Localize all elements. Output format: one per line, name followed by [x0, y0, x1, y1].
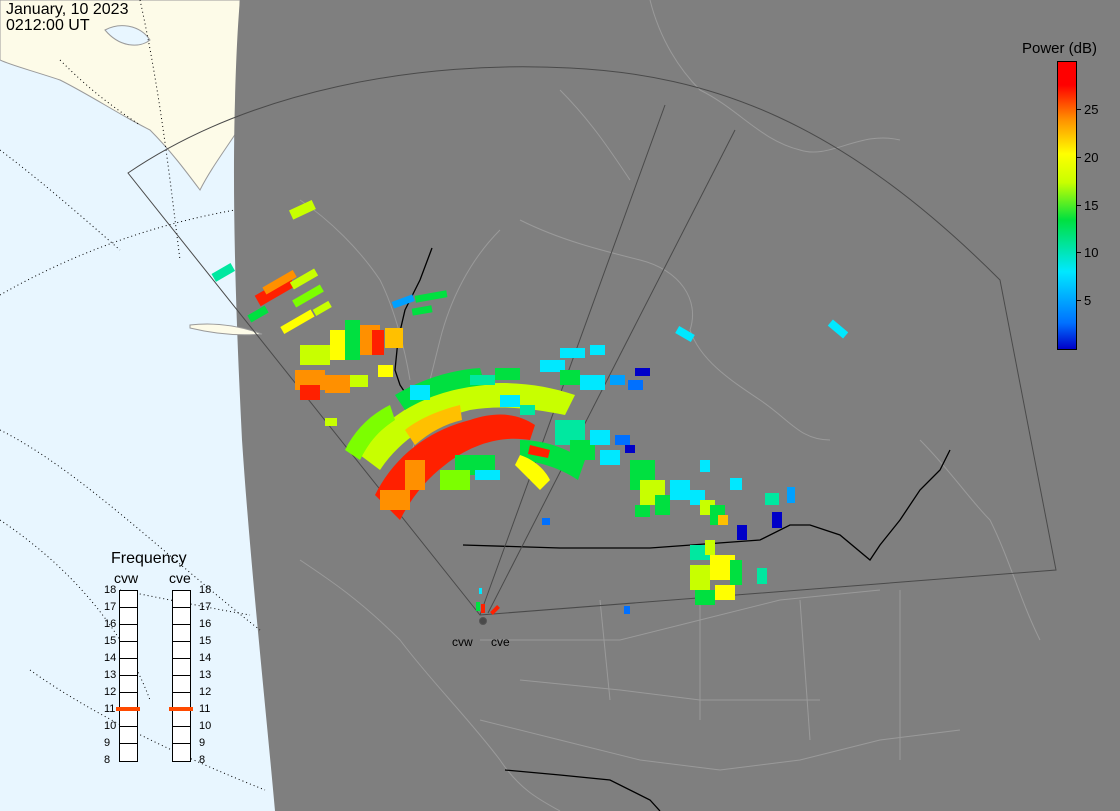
- frequency-scale-label: 11: [104, 703, 116, 715]
- colorbar-tick-label: 15: [1084, 197, 1099, 213]
- colorbar-tick-mark: [1076, 204, 1081, 206]
- colorbar-tick-label: 20: [1084, 149, 1099, 165]
- fov-outlines: [127, 66, 1057, 616]
- site-label-cvw: cvw: [452, 635, 473, 649]
- frequency-scale-label: 15: [104, 635, 117, 647]
- night-region: [233, 0, 1120, 811]
- colorbar-tick-label: 25: [1084, 101, 1099, 117]
- echo-cluster-south: [624, 540, 767, 614]
- frequency-scale-label: 18: [199, 584, 212, 596]
- frequency-bar-cvw: [119, 590, 138, 762]
- power-colorbar: [1057, 61, 1077, 350]
- site-label-cve: cve: [491, 635, 510, 649]
- echo-cells: [211, 199, 849, 615]
- echo-near-radar: [476, 588, 500, 615]
- frequency-bar-cve: [172, 590, 191, 762]
- frequency-scale-label: 9: [199, 737, 206, 749]
- frequency-scale-label: 9: [104, 737, 111, 749]
- coastlines: [299, 0, 1041, 811]
- colorbar-tick-mark: [1076, 300, 1081, 302]
- frequency-scale-label: 16: [104, 618, 117, 630]
- frequency-scale-label: 14: [104, 652, 117, 664]
- radar-site-marker: [479, 617, 487, 625]
- frequency-scale-label: 18: [104, 584, 117, 596]
- frequency-marker-cvw: [116, 707, 140, 711]
- day-water-inlet: [104, 25, 151, 46]
- frequency-scale-label: 11: [199, 703, 211, 715]
- colorbar-tick-label: 10: [1084, 245, 1099, 261]
- echo-cluster-main: [345, 368, 585, 520]
- frequency-scale-label: 10: [104, 720, 117, 732]
- frequency-scale-label: 17: [104, 601, 117, 613]
- time-label: 0212:00 UT: [6, 17, 90, 34]
- echo-cluster-nw: [211, 199, 448, 334]
- frequency-scale-label: 17: [199, 601, 212, 613]
- colorbar-title: Power (dB): [1022, 40, 1098, 57]
- frequency-scale-label: 8: [104, 754, 111, 766]
- frequency-scale-label: 8: [199, 754, 206, 766]
- frequency-scale-label: 15: [199, 635, 212, 647]
- colorbar-tick-label: 5: [1084, 293, 1092, 309]
- frequency-marker-cve: [169, 707, 193, 711]
- frequency-scale-label: 16: [199, 618, 212, 630]
- frequency-scale-label: 14: [199, 652, 212, 664]
- echo-cluster-coast: [295, 320, 403, 426]
- frequency-scale-label: 12: [199, 686, 212, 698]
- frequency-scale-label: 10: [199, 720, 212, 732]
- echo-cluster-east: [540, 319, 849, 540]
- colorbar-tick-mark: [1076, 108, 1081, 110]
- island: [189, 323, 263, 336]
- colorbar-tick-mark: [1076, 252, 1081, 254]
- date-label: January, 10 2023: [6, 1, 129, 18]
- frequency-scale-label: 13: [104, 669, 117, 681]
- frequency-radar-label-cvw: cvw: [114, 570, 139, 586]
- frequency-scale-label: 13: [199, 669, 212, 681]
- frequency-title: Frequency: [111, 550, 187, 567]
- frequency-scale-label: 12: [104, 686, 117, 698]
- frequency-radar-label-cve: cve: [169, 570, 191, 586]
- colorbar-tick-mark: [1076, 156, 1081, 158]
